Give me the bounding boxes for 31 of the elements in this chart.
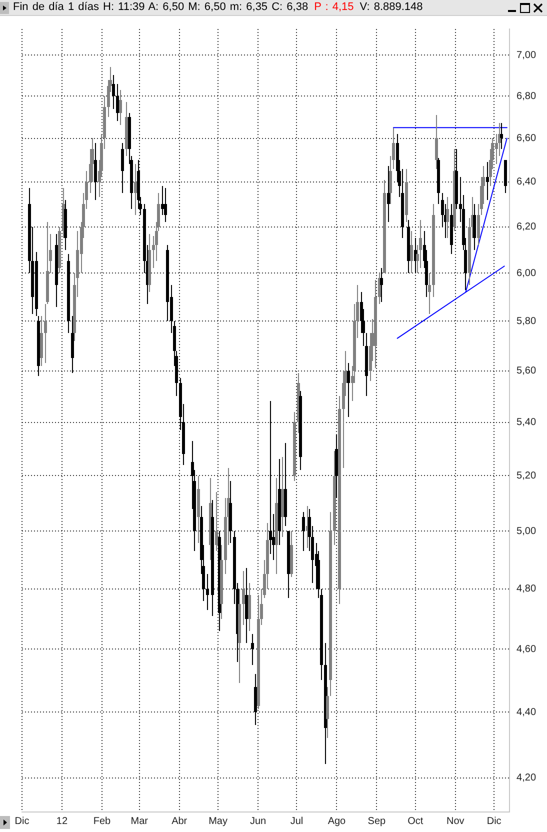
x-tick-label: Dic xyxy=(14,816,30,827)
x-tick-label: Mar xyxy=(130,816,149,827)
y-tick-label: 5,20 xyxy=(516,470,536,482)
y-tick-label: 5,60 xyxy=(516,366,536,377)
x-tick-label: Oct xyxy=(408,816,424,827)
x-tick-label: 12 xyxy=(56,816,68,827)
x-tick-label: Abr xyxy=(172,816,188,827)
chart-title: Fin de día 1 días H: 11:39 A: 6,50 M: 6,50 m: 6,35 C: 6,38 xyxy=(13,1,308,13)
text: V: 8.889.148 xyxy=(360,1,423,13)
y-tick-label: 6,40 xyxy=(516,176,536,188)
x-tick-label: Nov xyxy=(446,816,464,827)
y-tick-label: 6,60 xyxy=(516,133,536,144)
y-tick-label: 5,80 xyxy=(516,316,536,327)
x-tick-label: Dic xyxy=(486,816,502,827)
y-tick-label: 7,00 xyxy=(516,50,536,61)
x-tick-label: Jul xyxy=(290,816,304,827)
y-tick-label: 6,20 xyxy=(516,222,536,233)
chart-subtitle: P : 4,15 xyxy=(314,1,354,13)
x-tick-label: Sep xyxy=(368,816,386,827)
y-tick-label: 4,60 xyxy=(516,644,536,655)
y-tick-label: 5,40 xyxy=(516,417,536,428)
x-tick-label: Feb xyxy=(93,816,112,827)
x-tick-label: May xyxy=(208,816,228,827)
y-tick-label: 4,80 xyxy=(516,584,536,595)
y-tick-label: 4,40 xyxy=(516,706,536,718)
x-tick-label: Ago xyxy=(328,816,346,827)
x-tick-label: Jun xyxy=(250,816,266,827)
y-tick-label: 5,00 xyxy=(516,526,536,537)
y-tick-label: 6,80 xyxy=(516,90,536,102)
y-tick-label: 4,20 xyxy=(516,772,536,784)
y-tick-label: 6,00 xyxy=(516,268,536,279)
